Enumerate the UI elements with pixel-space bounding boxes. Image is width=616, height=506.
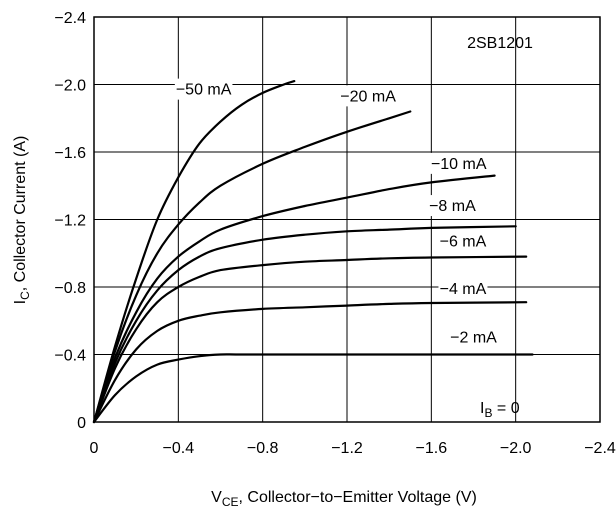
y-tick-label: −2.0 <box>54 78 86 95</box>
y-tick-label: −1.6 <box>54 145 86 162</box>
x-tick-label: 0 <box>90 440 99 457</box>
series-label-bg <box>429 152 488 174</box>
y-axis-title: IC, Collector Current (A) <box>12 136 32 305</box>
series-label-bg <box>174 78 233 100</box>
series-label: −4 mA <box>440 281 487 298</box>
x-tick-label: −0.4 <box>163 440 195 457</box>
series-curve <box>92 301 528 424</box>
tick-labels: 0 −0.4 −0.8 −1.2 −1.6 −2.0 −2.4 0 −0.4 −0.8 −1.2 −1… <box>54 10 615 457</box>
series-label-bg <box>427 195 477 217</box>
series-label: −6 mA <box>440 234 487 251</box>
y-tick-label: −1.2 <box>54 213 86 230</box>
series-label-bg <box>449 326 498 348</box>
series-label-bg <box>438 277 488 299</box>
y-tick-label: −0.4 <box>54 348 86 365</box>
y-tick-label: −0.8 <box>54 280 86 297</box>
part-number-label: 2SB1201 <box>467 35 533 52</box>
series-label: −20 mA <box>340 88 396 105</box>
x-tick-label: −2.0 <box>500 440 532 457</box>
series-curve <box>92 353 534 424</box>
series-label-bg <box>438 230 488 252</box>
series-label: −8 mA <box>429 198 476 215</box>
series-curve <box>92 80 296 424</box>
series-label: −2 mA <box>450 330 497 347</box>
curves <box>92 80 534 424</box>
series-curve <box>92 110 412 424</box>
ib-zero-label: IB = 0 <box>480 400 520 420</box>
series-label-bg <box>339 85 397 107</box>
series-label: −10 mA <box>431 156 487 173</box>
y-tick-label: 0 <box>77 415 86 432</box>
x-tick-label: −0.8 <box>247 440 279 457</box>
x-tick-label: −1.2 <box>331 440 363 457</box>
y-tick-label: −2.4 <box>54 10 86 27</box>
x-axis-title: VCE, Collector−to−Emitter Voltage (V) <box>211 489 477 506</box>
x-tick-label: −1.6 <box>416 440 448 457</box>
series-curve <box>92 255 528 424</box>
series-curve <box>92 225 517 424</box>
series-label: −50 mA <box>176 82 232 99</box>
curve-labels: −50 mA −20 mA −10 mA −8 mA −6 mA −4 mA −2 mA <box>174 78 498 348</box>
series-curve <box>92 174 496 424</box>
x-tick-label: −2.4 <box>584 440 616 457</box>
